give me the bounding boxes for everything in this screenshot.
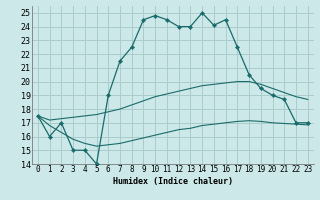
X-axis label: Humidex (Indice chaleur): Humidex (Indice chaleur) xyxy=(113,177,233,186)
